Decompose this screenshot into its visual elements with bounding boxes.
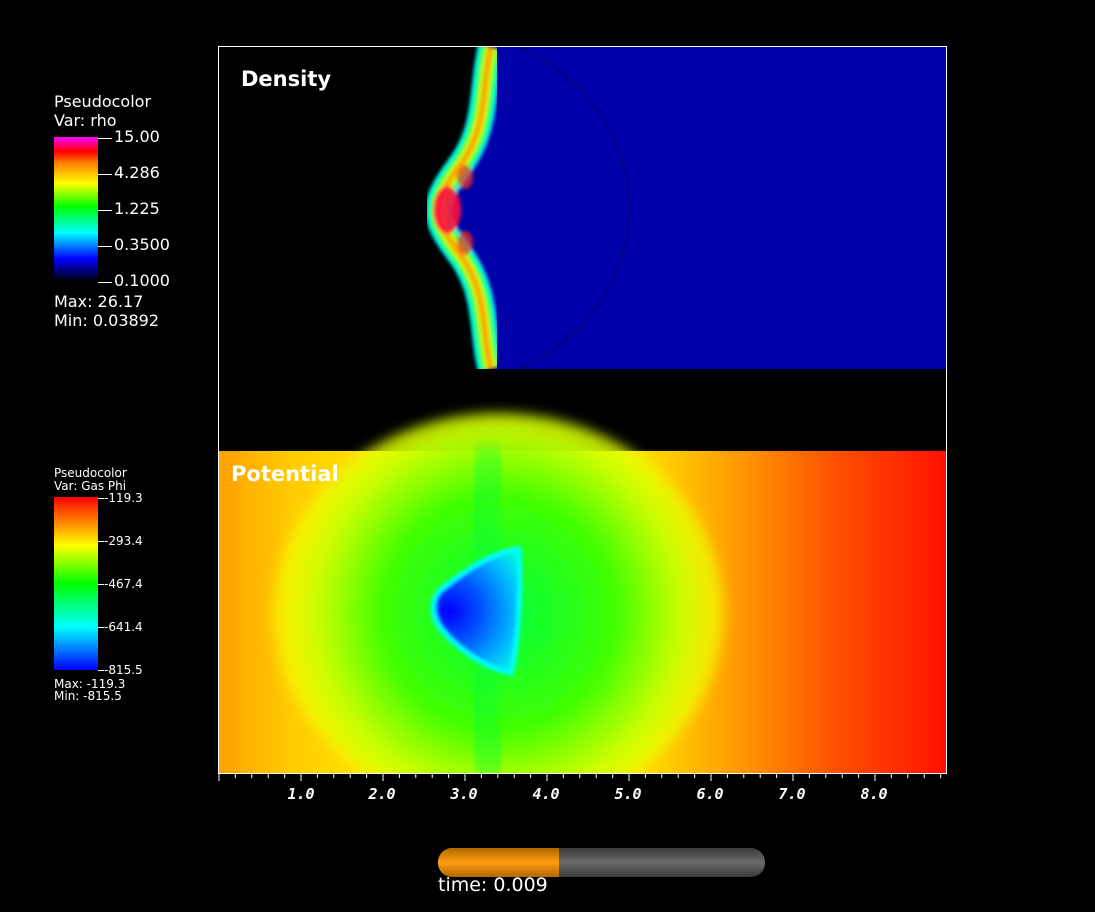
time-label: time: 0.009 [438, 874, 548, 896]
potential-colorbar [54, 497, 98, 670]
density-legend-var: Var: rho [54, 111, 117, 130]
potential-tick-label: -815.5 [104, 663, 143, 677]
x-tick-label: 4.0 [532, 785, 560, 803]
potential-tick-mark [98, 627, 104, 628]
potential-panel [219, 413, 947, 813]
potential-tick-mark [98, 541, 104, 542]
potential-tick-label: -293.4 [104, 534, 143, 548]
density-tick-label: 4.286 [114, 163, 160, 182]
x-tick-label: 5.0 [614, 785, 642, 803]
density-panel [219, 43, 947, 450]
potential-legend-min: Min: -815.5 [54, 689, 122, 703]
time-slider[interactable] [438, 848, 765, 877]
plot-frame [218, 46, 947, 774]
density-legend-title: Pseudocolor [54, 92, 152, 111]
potential-legend-max: Max: -119.3 [54, 677, 126, 691]
potential-title: Potential [231, 462, 339, 486]
density-legend-min: Min: 0.03892 [54, 311, 160, 330]
potential-tick-mark [98, 498, 104, 499]
potential-legend-title: Pseudocolor [54, 466, 127, 480]
density-legend-max: Max: 26.17 [54, 292, 144, 311]
potential-legend-var: Var: Gas Phi [54, 479, 127, 493]
plot-area: Density Potential [219, 43, 947, 813]
density-tick-mark [98, 282, 112, 283]
plot-canvas [219, 43, 947, 813]
density-tick-label: 15.00 [114, 127, 160, 146]
potential-core [430, 546, 523, 676]
density-tick-mark [98, 246, 112, 247]
x-tick-label: 3.0 [450, 785, 478, 803]
time-slider-fill [438, 848, 559, 877]
x-tick-label: 8.0 [860, 785, 888, 803]
density-tick-label: 0.1000 [114, 271, 170, 290]
density-shock-arc [518, 45, 632, 371]
x-tick-label: 1.0 [287, 785, 315, 803]
x-axis-ticks [218, 774, 942, 781]
potential-tick-mark [98, 584, 104, 585]
density-tick-mark [98, 210, 112, 211]
x-tick-label: 7.0 [778, 785, 806, 803]
density-tick-label: 1.225 [114, 199, 160, 218]
potential-tick-label: -119.3 [104, 491, 143, 505]
density-tick-mark [98, 174, 112, 175]
density-tick-mark [98, 138, 112, 139]
potential-tick-mark [98, 670, 104, 671]
density-front [425, 43, 504, 373]
x-tick-label: 2.0 [368, 785, 396, 803]
potential-tick-label: -467.4 [104, 577, 143, 591]
potential-tick-label: -641.4 [104, 620, 143, 634]
density-colorbar [54, 137, 98, 282]
x-tick-label: 6.0 [696, 785, 724, 803]
density-tick-label: 0.3500 [114, 235, 170, 254]
density-title: Density [241, 67, 332, 91]
density-ambient-region [440, 47, 947, 369]
